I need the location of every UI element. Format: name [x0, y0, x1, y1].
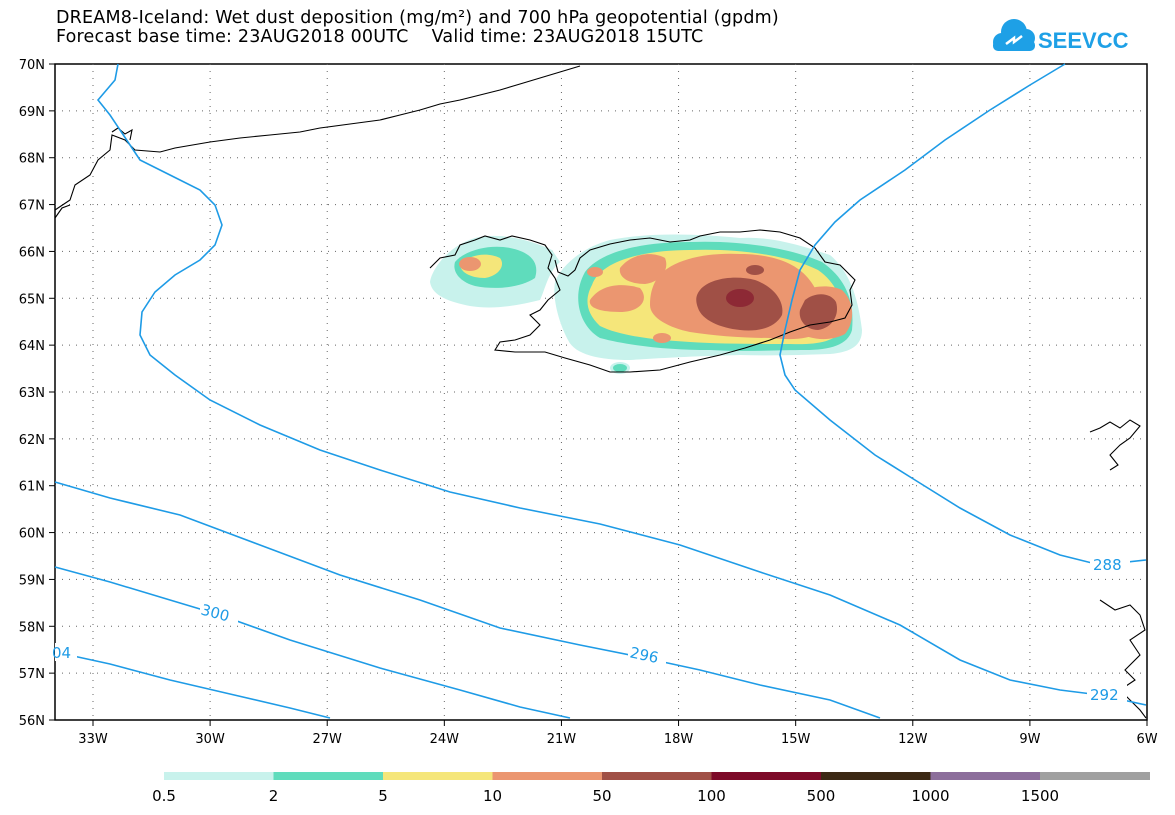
lat-tick-label: 69N	[19, 105, 45, 120]
legend-label: 2	[269, 787, 279, 805]
legend-swatch	[1040, 772, 1150, 780]
graticule	[55, 64, 1147, 720]
lat-tick-label: 63N	[19, 386, 45, 401]
lat-tick-label: 70N	[19, 58, 45, 73]
legend-label: 0.5	[152, 787, 176, 805]
lat-tick-label: 57N	[19, 667, 45, 682]
lat-tick-label: 66N	[19, 245, 45, 260]
legend-label: 500	[807, 787, 836, 805]
legend-swatch	[273, 772, 384, 780]
legend-label: 50	[592, 787, 611, 805]
legend-label: 5	[378, 787, 388, 805]
lat-tick-label: 68N	[19, 152, 45, 167]
map-title: DREAM8-Iceland: Wet dust deposition (mg/…	[56, 8, 779, 28]
lon-tick-label: 33W	[78, 732, 108, 747]
lat-tick-label: 56N	[19, 714, 45, 729]
coastlines	[54, 65, 1147, 719]
lat-tick-label: 58N	[19, 620, 45, 635]
contour-label-296: 296	[628, 643, 660, 667]
lat-tick-label: 62N	[19, 433, 45, 448]
lon-tick-label: 21W	[547, 732, 577, 747]
legend-label: 1000	[911, 787, 949, 805]
lat-tick-label: 60N	[19, 527, 45, 542]
dust-deposition-field	[430, 234, 862, 374]
geopotential-contours	[54, 63, 1147, 719]
lat-tick-label: 61N	[19, 480, 45, 495]
legend-swatch	[602, 772, 712, 780]
lat-tick-label: 67N	[19, 199, 45, 214]
contour-label-288: 288	[1093, 556, 1122, 574]
legend-label: 1500	[1021, 787, 1059, 805]
color-legend: 0.5 2 5 10 50 100 500 1000 1500	[152, 772, 1150, 805]
legend-swatch	[930, 772, 1041, 780]
legend-swatch	[164, 772, 274, 780]
legend-swatch	[711, 772, 822, 780]
svg-text:SEEVCCC: SEEVCCC	[1038, 28, 1128, 53]
lon-tick-label: 18W	[664, 732, 694, 747]
contour-label-304: 04	[52, 644, 71, 662]
seevccc-logo: SEEVCCC	[993, 19, 1128, 53]
map-subtitle: Forecast base time: 23AUG2018 00UTC Vali…	[56, 27, 704, 47]
legend-swatch	[492, 772, 603, 780]
lon-tick-label: 9W	[1019, 732, 1040, 747]
lat-tick-label: 64N	[19, 339, 45, 354]
lon-tick-label: 27W	[313, 732, 343, 747]
lat-tick-label: 65N	[19, 292, 45, 307]
lon-tick-label: 6W	[1136, 732, 1157, 747]
contour-label-292: 292	[1090, 686, 1119, 704]
lon-tick-label: 12W	[898, 732, 928, 747]
legend-swatch	[821, 772, 931, 780]
lon-tick-label: 15W	[781, 732, 811, 747]
legend-label: 100	[697, 787, 726, 805]
legend-label: 10	[483, 787, 502, 805]
legend-swatch	[383, 772, 493, 780]
lon-tick-label: 30W	[195, 732, 225, 747]
lon-tick-label: 24W	[430, 732, 460, 747]
lat-tick-label: 59N	[19, 573, 45, 588]
